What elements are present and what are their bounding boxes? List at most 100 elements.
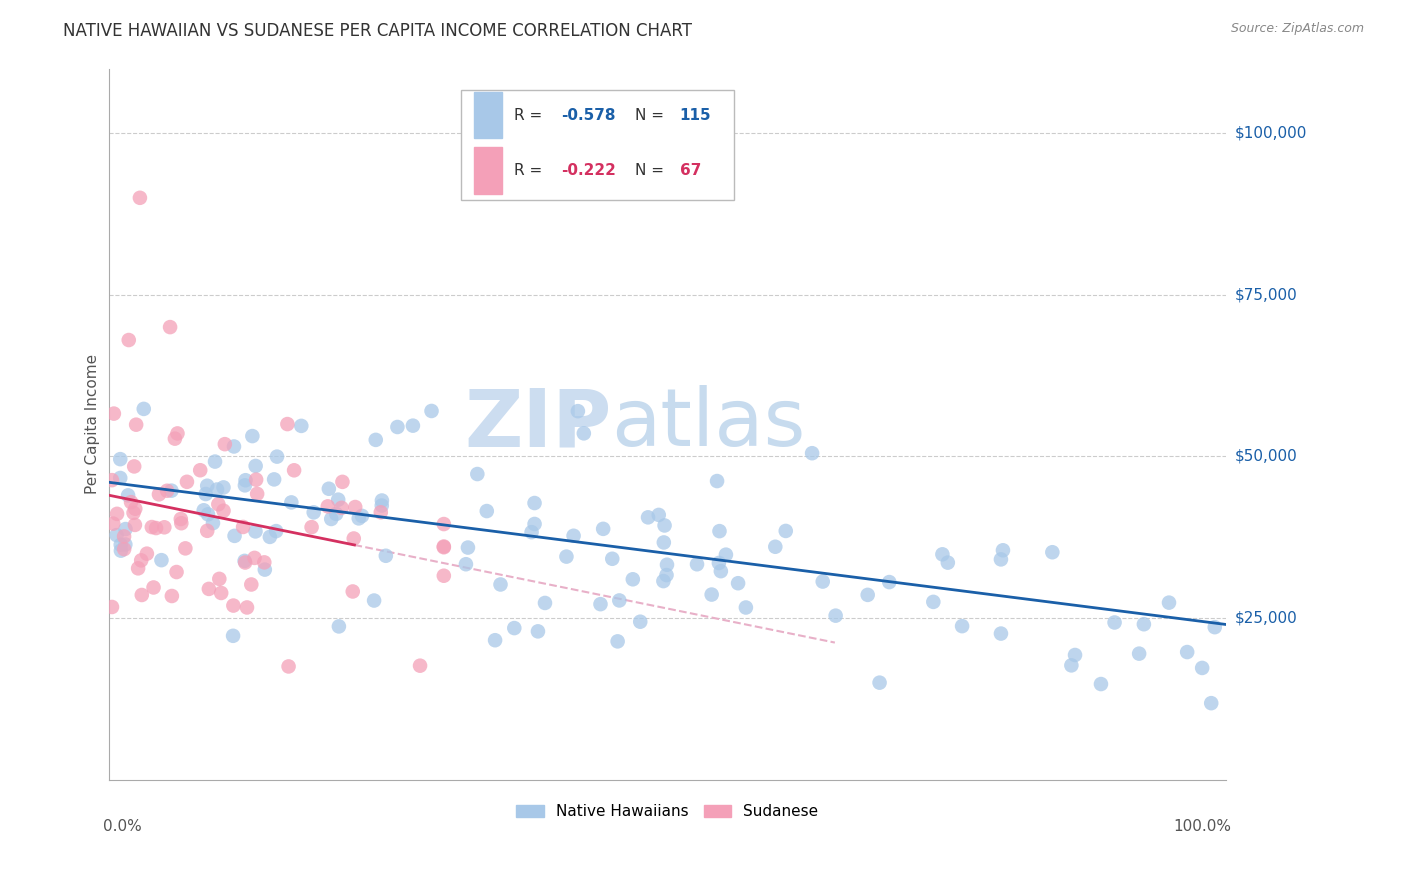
Point bbox=[1204, 620, 1226, 634]
Point bbox=[194, 487, 217, 501]
Point bbox=[236, 600, 259, 615]
Point bbox=[204, 454, 226, 468]
Point bbox=[465, 467, 488, 481]
Point bbox=[198, 582, 221, 596]
Point bbox=[402, 418, 425, 433]
Point bbox=[124, 517, 146, 532]
Point bbox=[118, 333, 141, 347]
Text: -0.222: -0.222 bbox=[561, 163, 616, 178]
Point bbox=[174, 541, 197, 556]
Point bbox=[856, 588, 879, 602]
Text: N =: N = bbox=[636, 163, 669, 178]
Text: $25,000: $25,000 bbox=[1234, 610, 1296, 625]
Point bbox=[328, 619, 350, 633]
Point bbox=[188, 463, 211, 477]
Point bbox=[374, 549, 396, 563]
Point bbox=[117, 488, 139, 502]
Point bbox=[153, 520, 176, 534]
Point bbox=[433, 568, 456, 582]
Point bbox=[877, 575, 900, 590]
Point bbox=[652, 574, 675, 588]
Point bbox=[607, 593, 630, 607]
Point bbox=[129, 191, 152, 205]
Point bbox=[112, 529, 135, 543]
Point bbox=[330, 500, 353, 515]
Text: 0.0%: 0.0% bbox=[103, 819, 142, 834]
Point bbox=[259, 530, 281, 544]
Point bbox=[114, 537, 136, 551]
Point bbox=[160, 483, 183, 498]
Point bbox=[325, 507, 347, 521]
Point bbox=[328, 492, 350, 507]
Point bbox=[245, 458, 267, 473]
Point bbox=[922, 595, 945, 609]
Point bbox=[727, 576, 749, 591]
Text: -0.578: -0.578 bbox=[561, 108, 616, 123]
Point bbox=[592, 522, 614, 536]
Point bbox=[637, 510, 659, 524]
Point bbox=[212, 480, 235, 494]
Point bbox=[222, 440, 245, 454]
Point bbox=[214, 437, 236, 451]
Point bbox=[706, 474, 728, 488]
Text: 67: 67 bbox=[679, 163, 702, 178]
Point bbox=[132, 401, 155, 416]
Point bbox=[246, 487, 269, 501]
Point bbox=[344, 500, 367, 514]
Point bbox=[290, 418, 312, 433]
Point bbox=[160, 589, 183, 603]
Point bbox=[520, 525, 543, 540]
Point bbox=[990, 626, 1012, 640]
Point bbox=[652, 535, 675, 549]
Point bbox=[523, 516, 546, 531]
FancyBboxPatch shape bbox=[474, 147, 502, 194]
Text: 100.0%: 100.0% bbox=[1174, 819, 1232, 834]
Point bbox=[176, 475, 198, 489]
Point bbox=[606, 634, 628, 648]
Text: 115: 115 bbox=[679, 108, 711, 123]
Point bbox=[105, 507, 128, 521]
Point bbox=[195, 479, 218, 493]
Point bbox=[240, 429, 263, 443]
Point bbox=[824, 608, 846, 623]
Point bbox=[150, 553, 173, 567]
Point bbox=[156, 483, 179, 498]
Point bbox=[710, 564, 733, 578]
Point bbox=[763, 540, 786, 554]
Point bbox=[1128, 647, 1150, 661]
Text: N =: N = bbox=[636, 108, 669, 123]
Point bbox=[707, 556, 730, 570]
Point bbox=[454, 558, 477, 572]
Point bbox=[159, 320, 181, 334]
Point bbox=[266, 450, 288, 464]
Point bbox=[245, 524, 267, 539]
Text: $50,000: $50,000 bbox=[1234, 449, 1296, 464]
Point bbox=[489, 577, 512, 591]
Point bbox=[101, 599, 124, 614]
Point bbox=[170, 512, 193, 526]
Point bbox=[734, 600, 756, 615]
Point bbox=[193, 503, 215, 517]
Point bbox=[195, 524, 218, 538]
Point bbox=[523, 496, 546, 510]
Point bbox=[222, 629, 245, 643]
Text: $75,000: $75,000 bbox=[1234, 287, 1296, 302]
Point bbox=[240, 577, 263, 591]
Point bbox=[142, 581, 165, 595]
Point bbox=[129, 553, 152, 567]
Point bbox=[276, 417, 298, 431]
Point bbox=[350, 508, 373, 523]
Point bbox=[263, 472, 285, 486]
Point bbox=[283, 463, 305, 477]
Text: $100,000: $100,000 bbox=[1234, 126, 1306, 141]
Point bbox=[114, 522, 136, 536]
Point bbox=[120, 495, 142, 509]
Point bbox=[166, 565, 188, 579]
Point bbox=[1175, 645, 1198, 659]
Point bbox=[332, 475, 354, 489]
Point bbox=[224, 529, 246, 543]
Point bbox=[124, 501, 146, 516]
Point bbox=[110, 452, 132, 467]
Point bbox=[343, 532, 366, 546]
Point bbox=[103, 407, 125, 421]
